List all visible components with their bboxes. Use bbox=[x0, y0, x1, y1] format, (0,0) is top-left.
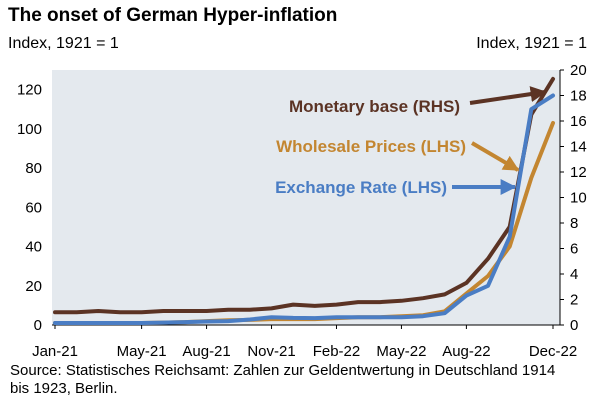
source-note: Source: Statistisches Reichsamt: Zahlen … bbox=[10, 362, 556, 397]
x-tick-label: Aug-22 bbox=[442, 343, 490, 360]
left-tick-label: 20 bbox=[25, 278, 42, 295]
left-axis-label: Index, 1921 = 1 bbox=[8, 35, 119, 52]
chart-title: The onset of German Hyper-inflation bbox=[8, 5, 338, 26]
right-tick-label: 12 bbox=[570, 164, 587, 181]
x-tick-label: Jan-21 bbox=[32, 343, 78, 360]
monetary-base-rhs-line bbox=[53, 76, 555, 315]
right-tick-label: 4 bbox=[570, 266, 578, 283]
left-tick-label: 60 bbox=[25, 199, 42, 216]
left-tick-label: 80 bbox=[25, 160, 42, 177]
right-tick-label: 8 bbox=[570, 215, 578, 232]
x-tick-label: May-22 bbox=[376, 343, 426, 360]
right-tick-label: 14 bbox=[570, 139, 587, 156]
left-tick-label: 40 bbox=[25, 239, 42, 256]
left-tick-label: 100 bbox=[17, 121, 42, 138]
annotation-label: Monetary base (RHS) bbox=[289, 97, 460, 116]
annotation-label: Wholesale Prices (LHS) bbox=[276, 137, 466, 156]
exchange-rate-lhs-line bbox=[53, 93, 555, 325]
annotation-arrow bbox=[470, 141, 520, 172]
right-tick-label: 2 bbox=[570, 292, 578, 309]
plot-area bbox=[52, 70, 560, 325]
left-tick-label: 0 bbox=[34, 317, 42, 334]
x-tick-label: Feb-22 bbox=[313, 343, 361, 360]
annotation-label: Exchange Rate (LHS) bbox=[275, 178, 447, 197]
x-tick-label: Nov-21 bbox=[247, 343, 295, 360]
right-tick-label: 10 bbox=[570, 190, 587, 207]
x-tick-label: May-21 bbox=[117, 343, 167, 360]
right-tick-label: 0 bbox=[570, 317, 578, 334]
right-tick-label: 16 bbox=[570, 113, 587, 130]
left-tick-label: 120 bbox=[17, 82, 42, 99]
right-tick-label: 6 bbox=[570, 241, 578, 258]
right-tick-label: 18 bbox=[570, 88, 587, 105]
annotation-arrow bbox=[469, 86, 547, 105]
x-tick-label: Dec-22 bbox=[529, 343, 577, 360]
x-tick-label: Aug-21 bbox=[182, 343, 230, 360]
right-tick-label: 20 bbox=[570, 62, 587, 79]
right-axis-label: Index, 1921 = 1 bbox=[476, 35, 587, 52]
